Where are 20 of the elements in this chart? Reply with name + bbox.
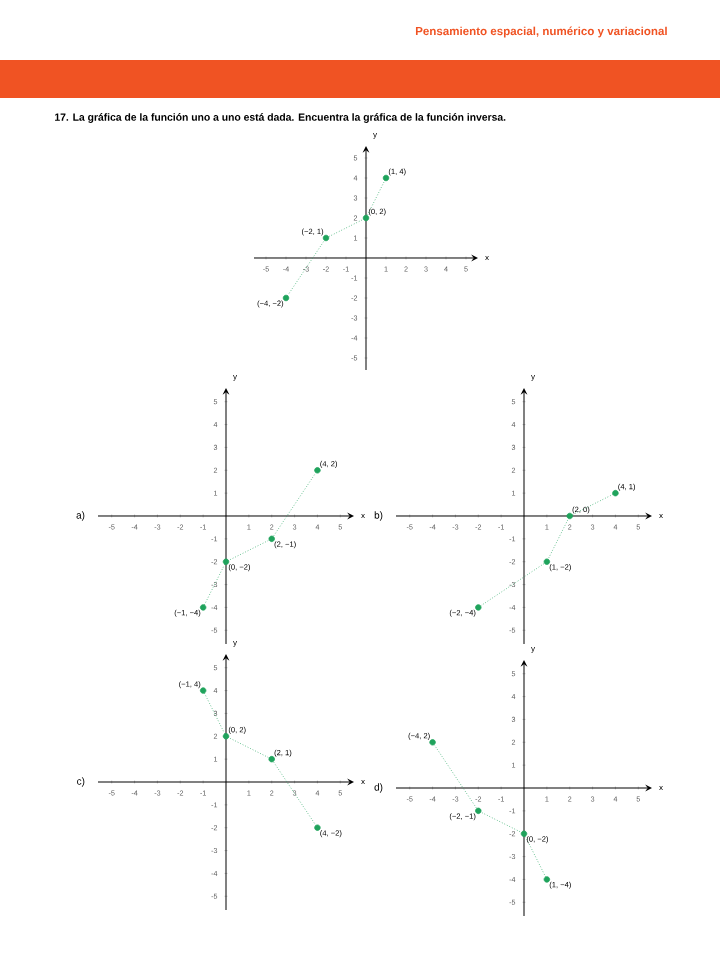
point xyxy=(314,824,321,831)
point xyxy=(382,174,390,182)
point xyxy=(429,739,436,746)
point xyxy=(566,512,573,520)
point xyxy=(475,604,482,611)
point xyxy=(612,489,619,497)
point xyxy=(268,755,275,763)
point xyxy=(543,876,551,883)
point xyxy=(222,733,230,740)
point xyxy=(475,807,482,815)
point xyxy=(282,294,290,302)
point xyxy=(520,830,528,837)
point xyxy=(199,687,207,694)
point xyxy=(314,467,321,474)
point xyxy=(199,604,207,611)
point xyxy=(222,558,230,565)
point xyxy=(543,558,551,565)
point xyxy=(362,214,370,222)
point xyxy=(322,234,330,242)
point xyxy=(268,535,275,543)
